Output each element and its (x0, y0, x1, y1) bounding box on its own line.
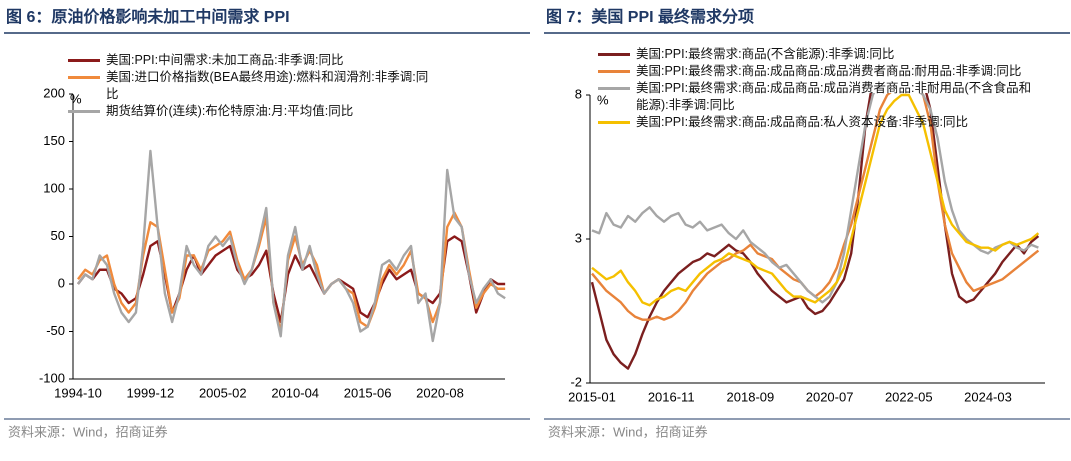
plot (77, 149, 506, 343)
legend-label: 美国:PPI:最终需求:商品:成品商品:成品消费者商品:非耐用品(不含食品和能源… (636, 81, 1032, 112)
y-tick-label: 150 (43, 133, 65, 148)
y-tick-label: -2 (570, 374, 582, 389)
x-tick-label: 2020-08 (416, 385, 464, 400)
x-tick-label: 2024-03 (964, 389, 1012, 404)
x-tick-label: 2016-11 (648, 389, 695, 404)
legend-swatch (68, 59, 100, 62)
y-tick-label: -50 (46, 323, 65, 338)
legend-swatch (598, 53, 630, 56)
x-tick-label: 2022-05 (885, 389, 933, 404)
legend: 美国:PPI:中间需求:未加工商品:非季调:同比美国:进口价格指数(BEA最终用… (66, 52, 436, 120)
legend-label: 美国:PPI:中间需求:未加工商品:非季调:同比 (106, 53, 344, 67)
chart-title: 图 6：原油价格影响未加工中间需求 PPI (6, 7, 290, 26)
legend-item: 美国:PPI:最终需求:商品:成品商品:私人资本设备:非季调:同比 (596, 114, 1036, 131)
legend-swatch (68, 110, 100, 113)
x-tick-label: 2005-02 (199, 385, 247, 400)
legend-label: 美国:PPI:最终需求:商品:成品商品:私人资本设备:非季调:同比 (636, 115, 968, 129)
legend-label: 美国:进口价格指数(BEA最终用途):燃料和润滑剂:非季调:同比 (106, 70, 429, 101)
y-tick-label: -100 (39, 370, 65, 385)
x-tick-label: 2010-04 (271, 385, 319, 400)
legend-item: 期货结算价(连续):布伦特原油:月:平均值:同比 (66, 103, 436, 120)
legend-item: 美国:PPI:最终需求:商品:成品商品:成品消费者商品:非耐用品(不含食品和能源… (596, 80, 1036, 114)
y-tick-label: 200 (43, 85, 65, 100)
legend-item: 美国:PPI:中间需求:未加工商品:非季调:同比 (66, 52, 436, 69)
legend-swatch (598, 87, 630, 90)
legend-label: 美国:PPI:最终需求:商品:成品商品:成品消费者商品:耐用品:非季调:同比 (636, 64, 1022, 78)
legend-label: 期货结算价(连续):布伦特原油:月:平均值:同比 (106, 104, 354, 118)
legend-swatch (598, 121, 630, 124)
legend: 美国:PPI:最终需求:商品(不含能源):非季调:同比美国:PPI:最终需求:商… (596, 46, 1036, 131)
plot (590, 93, 1040, 370)
x-tick-label: 2018-09 (727, 389, 775, 404)
legend-item: 美国:PPI:最终需求:商品(不含能源):非季调:同比 (596, 46, 1036, 63)
source-note: 资料来源：Wind，招商证券 (8, 424, 168, 439)
series-line (77, 211, 506, 333)
x-tick-label: 2020-07 (806, 389, 854, 404)
chart-title: 图 7：美国 PPI 最终需求分项 (546, 7, 754, 26)
series-line (77, 149, 506, 343)
series-line (591, 93, 1040, 307)
x-tick-label: 2015-06 (344, 385, 392, 400)
x-tick-label: 1999-12 (127, 385, 175, 400)
legend-swatch (68, 76, 100, 79)
y-unit: % (597, 92, 609, 107)
legend-swatch (598, 70, 630, 73)
y-tick-label: 0 (58, 275, 65, 290)
series-line (590, 93, 1040, 370)
series-line (77, 235, 506, 324)
x-tick-label: 2015-01 (568, 389, 616, 404)
y-tick-label: 3 (575, 230, 582, 245)
x-tick-label: 1994-10 (54, 385, 102, 400)
source-note: 资料来源：Wind，招商证券 (548, 424, 708, 439)
legend-item: 美国:进口价格指数(BEA最终用途):燃料和润滑剂:非季调:同比 (66, 69, 436, 103)
y-tick-label: 8 (575, 86, 582, 101)
legend-label: 美国:PPI:最终需求:商品(不含能源):非季调:同比 (636, 47, 895, 61)
y-tick-label: 100 (43, 180, 65, 195)
y-tick-label: 50 (51, 228, 65, 243)
legend-item: 美国:PPI:最终需求:商品:成品商品:成品消费者商品:耐用品:非季调:同比 (596, 63, 1036, 80)
series-line (591, 93, 1039, 304)
